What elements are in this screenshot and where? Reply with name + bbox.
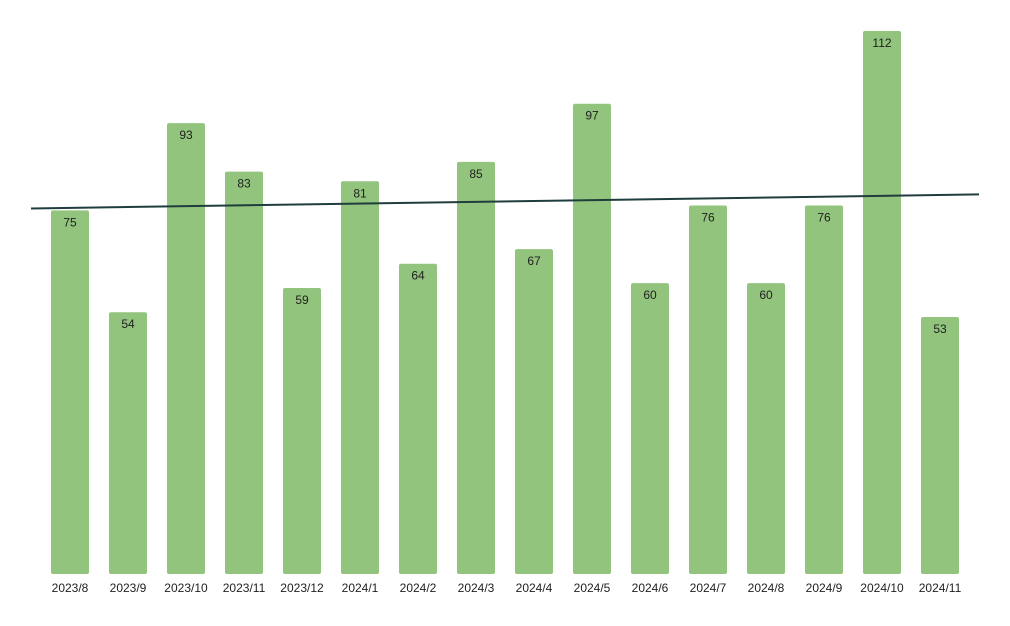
bar — [631, 283, 669, 574]
data-labels-group: 75 54 93 83 59 81 64 85 67 97 60 76 60 76 112 53 — [63, 36, 947, 336]
data-label: 112 — [872, 36, 891, 50]
data-label: 75 — [63, 215, 77, 229]
bar — [747, 283, 785, 574]
data-label: 60 — [759, 288, 773, 302]
data-label: 93 — [179, 128, 193, 142]
data-label: 76 — [817, 211, 831, 225]
bar — [399, 263, 437, 574]
bar — [341, 181, 379, 575]
data-label: 81 — [353, 186, 367, 200]
x-tick-label: 2023/8 — [52, 581, 89, 595]
x-tick-label: 2024/4 — [516, 581, 553, 595]
bar — [457, 161, 495, 574]
bar — [689, 205, 727, 575]
trendline — [30, 193, 980, 210]
x-tick-label: 2024/1 — [342, 581, 379, 595]
x-tick-label: 2024/6 — [632, 581, 669, 595]
data-label: 85 — [469, 167, 483, 181]
x-tick-label: 2024/10 — [860, 581, 904, 595]
x-tick-label: 2024/8 — [748, 581, 785, 595]
bars-group — [51, 31, 959, 575]
bar — [573, 103, 611, 574]
x-tick-label: 2023/11 — [223, 581, 266, 595]
x-tick-label: 2024/7 — [690, 581, 727, 595]
bar — [51, 210, 89, 574]
bar — [515, 249, 553, 575]
bar — [805, 205, 843, 575]
x-tick-label: 2024/3 — [458, 581, 495, 595]
data-label: 60 — [643, 288, 657, 302]
x-tick-label: 2024/2 — [400, 581, 437, 595]
data-label: 64 — [411, 269, 425, 283]
x-tick-label: 2023/10 — [164, 581, 208, 595]
bar — [921, 317, 959, 574]
bar — [109, 312, 147, 574]
x-tick-label: 2023/9 — [110, 581, 147, 595]
x-tick-label: 2024/11 — [919, 581, 962, 595]
data-label: 59 — [295, 293, 309, 307]
bar — [283, 287, 321, 574]
trendline-group — [30, 193, 980, 210]
data-label: 83 — [237, 177, 251, 191]
x-tick-label: 2024/9 — [806, 581, 843, 595]
data-label: 54 — [121, 317, 135, 331]
bar — [863, 31, 901, 574]
bar — [225, 171, 263, 574]
x-axis-tick-labels: 2023/8 2023/9 2023/10 2023/11 2023/12 2024/1 2… — [52, 581, 962, 595]
data-label: 53 — [933, 322, 947, 336]
data-label: 76 — [701, 211, 715, 225]
data-label: 97 — [585, 109, 599, 123]
bar — [167, 123, 205, 575]
x-tick-label: 2023/12 — [280, 581, 324, 595]
data-label: 67 — [527, 254, 541, 268]
x-tick-label: 2024/5 — [574, 581, 611, 595]
